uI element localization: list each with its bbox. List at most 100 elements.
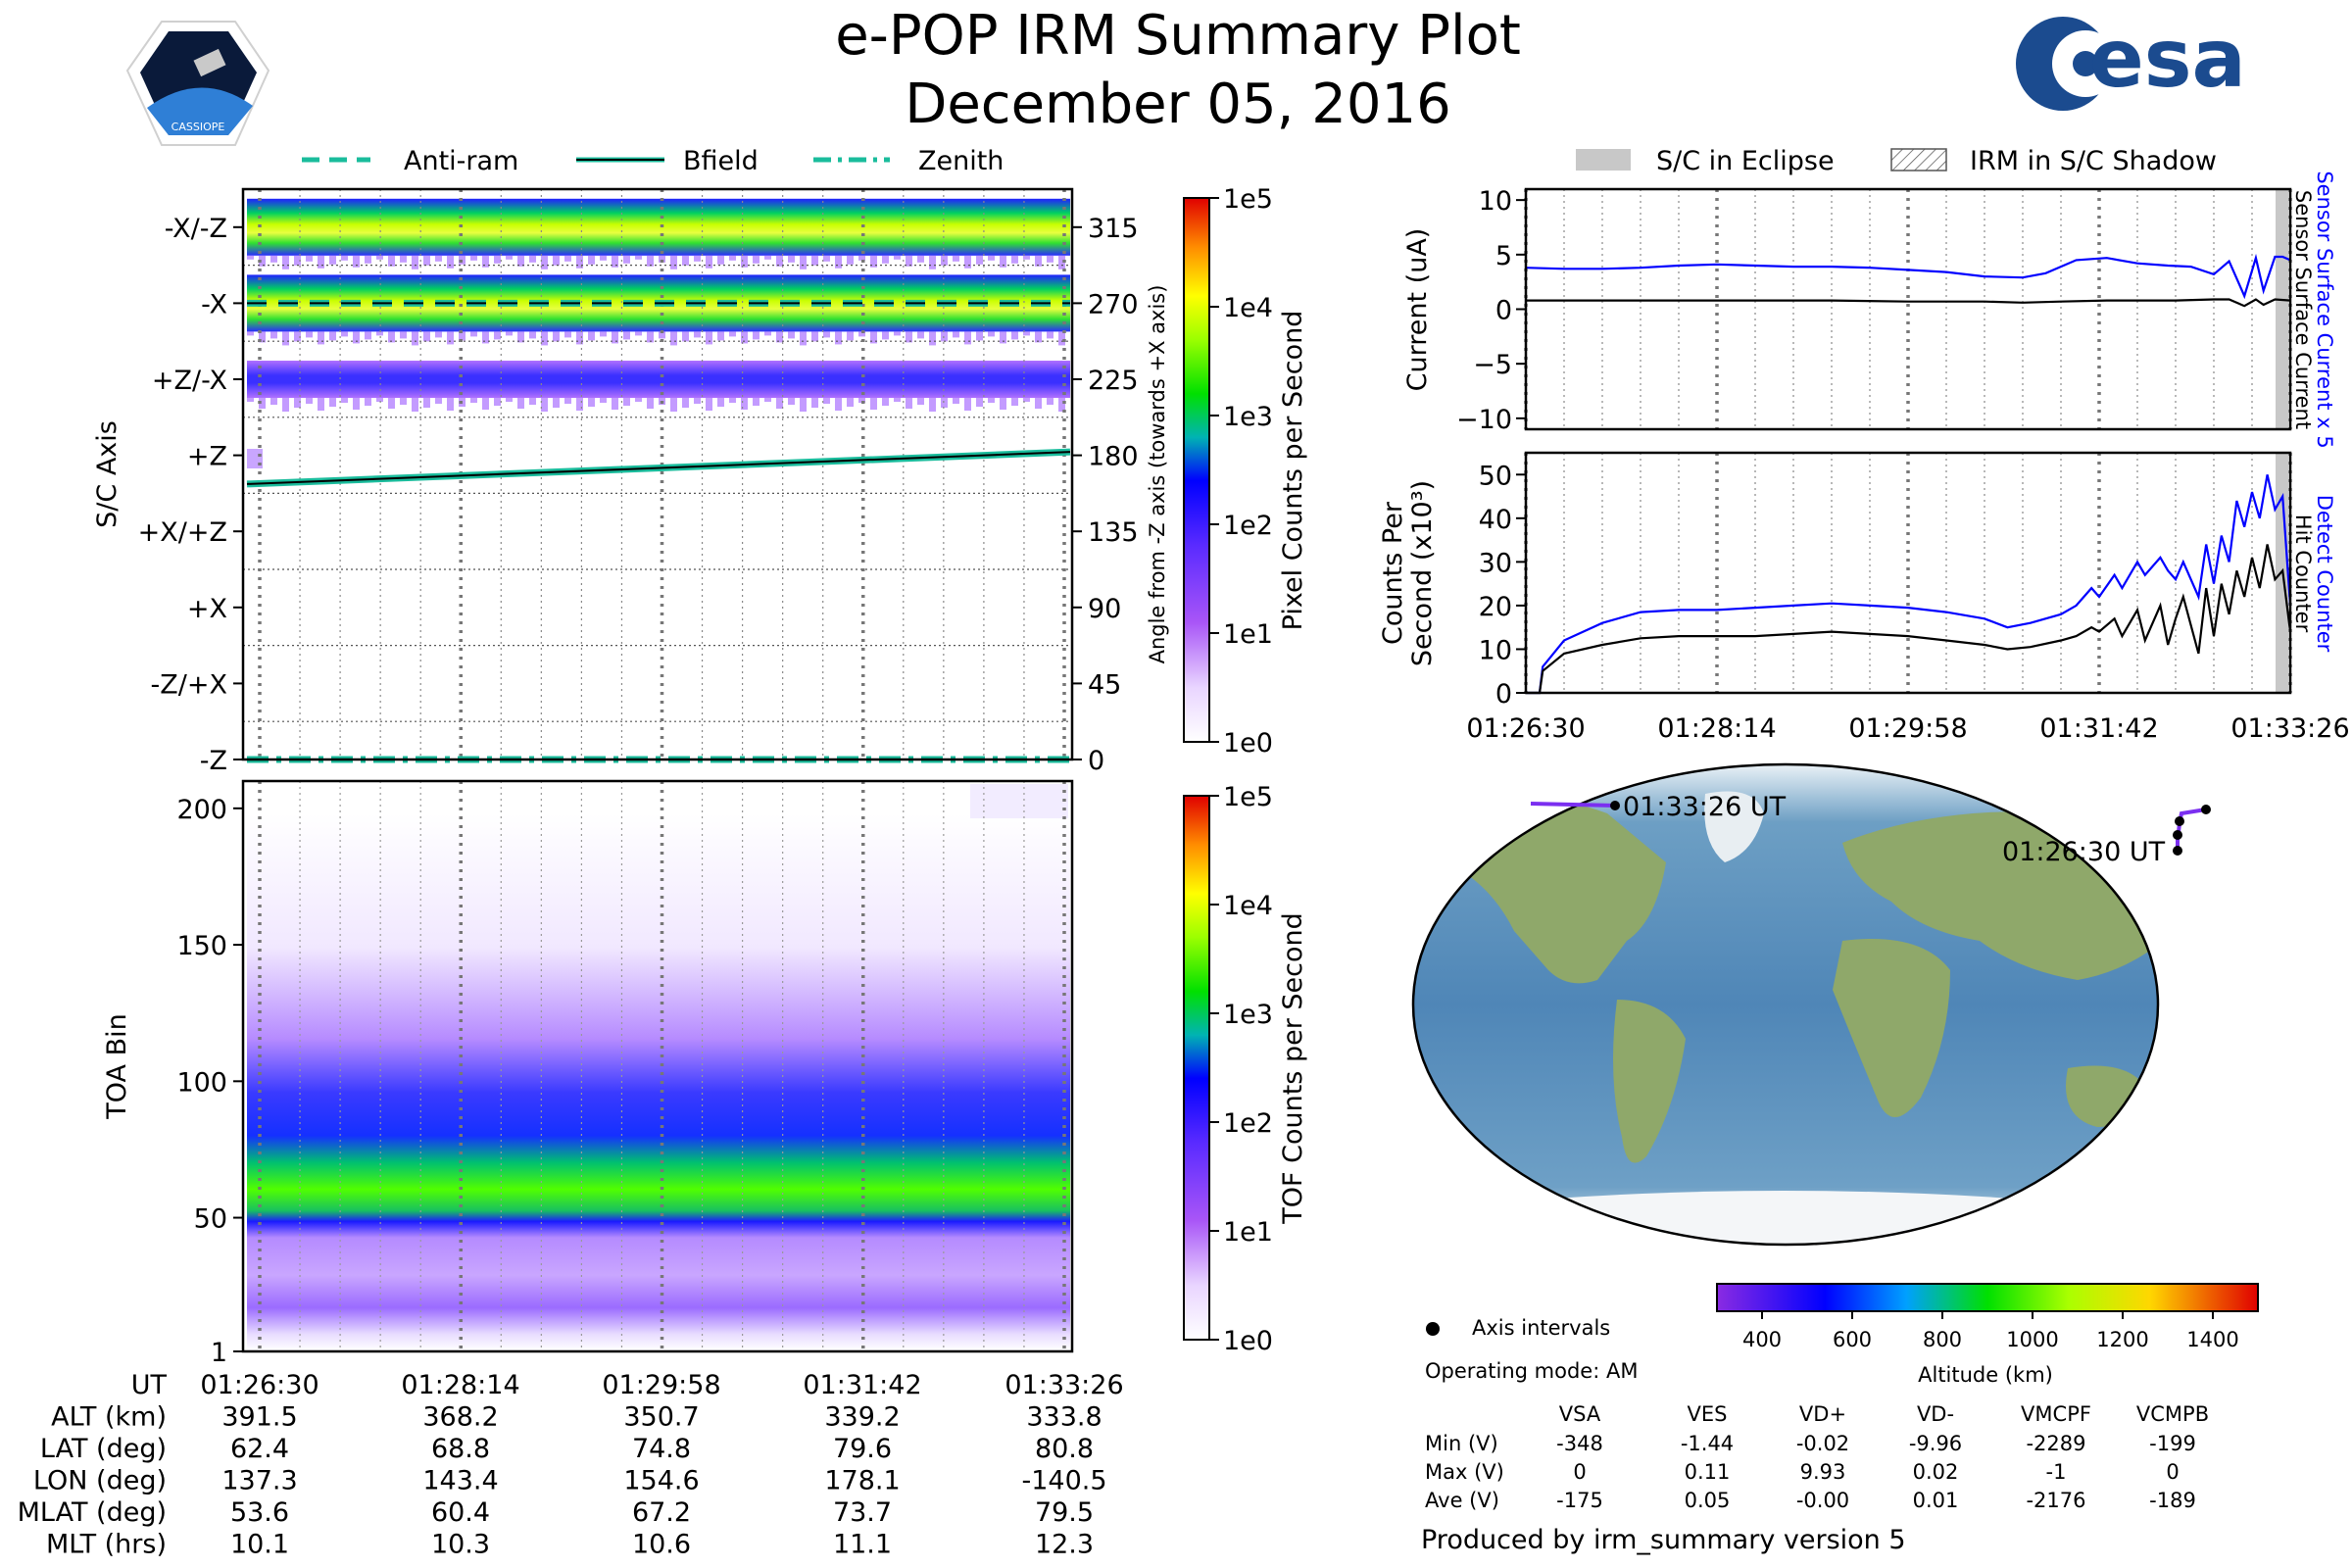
current-right-label-black: Sensor Surface Current xyxy=(2291,190,2315,429)
track-point xyxy=(2201,805,2211,814)
heat-speckle xyxy=(988,398,995,403)
heat-speckle xyxy=(365,331,371,340)
heat-speckle xyxy=(847,398,854,407)
heat-speckle xyxy=(612,255,618,268)
heat-speckle xyxy=(635,398,642,402)
voltage-column-header: VD+ xyxy=(1799,1402,1846,1426)
heat-speckle xyxy=(529,255,536,263)
heat-speckle xyxy=(976,398,983,407)
heat-speckle xyxy=(964,331,971,345)
heat-speckle xyxy=(541,331,548,346)
heat-speckle xyxy=(976,331,983,341)
heat-speckle xyxy=(447,255,454,269)
heat-speckle xyxy=(623,398,630,406)
heat-speckle xyxy=(341,331,348,337)
ephemeris-cell: 391.5 xyxy=(221,1402,297,1433)
heat-speckle xyxy=(423,331,430,342)
heat-speckle xyxy=(906,255,912,267)
heat-speckle xyxy=(800,255,807,270)
heat-speckle xyxy=(706,255,712,269)
heat-speckle xyxy=(282,255,289,270)
heat-speckle xyxy=(282,331,289,346)
heat-speckle xyxy=(953,331,959,338)
heat-speckle xyxy=(647,255,654,267)
heat-speckle xyxy=(917,398,924,405)
ephemeris-row-label: LAT (deg) xyxy=(40,1434,167,1464)
heat-speckle xyxy=(823,255,830,262)
colorbar-tick-label: 1e2 xyxy=(1223,511,1273,541)
y-tick-label: +Z xyxy=(187,442,227,472)
heat-speckle xyxy=(318,398,324,411)
voltage-column-header: VMCPF xyxy=(2021,1402,2091,1426)
colorbar-tick-label: 1200 xyxy=(2096,1328,2148,1351)
voltage-cell: -1.44 xyxy=(1681,1432,1734,1455)
heat-speckle xyxy=(600,255,607,261)
heat-speckle xyxy=(270,331,277,339)
heat-speckle xyxy=(929,255,936,270)
counts-ylabel-line2: Second (x10³) xyxy=(1407,480,1438,666)
heat-speckle xyxy=(459,331,466,341)
ephemeris-cell: 80.8 xyxy=(1035,1434,1094,1464)
x-tick-label: 01:28:14 xyxy=(1657,713,1776,744)
heat-speckle xyxy=(870,255,877,268)
y-tick-label: -X xyxy=(201,289,227,319)
heat-speckle xyxy=(247,331,254,336)
heat-speckle xyxy=(717,255,724,265)
ephemeris-cell: 10.1 xyxy=(230,1530,289,1560)
pixel-colorbar: 1e0 1e1 1e2 1e3 1e4 1e5 Pixel Counts per Seco… xyxy=(1183,184,1308,759)
heat-speckle xyxy=(506,331,513,336)
heat-speckle xyxy=(682,255,689,266)
ephemeris-cell: 10.6 xyxy=(632,1530,691,1560)
heat-speckle xyxy=(647,398,654,409)
heat-speckle xyxy=(906,331,912,343)
heat-speckle xyxy=(576,331,583,345)
heat-speckle xyxy=(964,398,971,411)
track-point-start xyxy=(2173,846,2182,856)
heat-speckle xyxy=(329,398,336,407)
heat-speckle xyxy=(259,255,266,267)
y-tick-label-right: 270 xyxy=(1088,289,1139,319)
heat-speckle xyxy=(917,331,924,339)
heat-speckle xyxy=(423,255,430,266)
heat-speckle xyxy=(694,255,701,262)
esa-logo-text: esa xyxy=(2089,13,2246,106)
sc-axis-ylabel-right: Angle from -Z axis (towards +X axis) xyxy=(1146,285,1169,664)
heat-speckle xyxy=(517,398,524,409)
heat-speckle xyxy=(329,331,336,341)
ephemeris-cell: 10.3 xyxy=(431,1530,490,1560)
heat-speckle xyxy=(659,331,665,339)
ephemeris-cell: 79.6 xyxy=(833,1434,892,1464)
heat-speckle xyxy=(259,331,266,343)
heat-speckle xyxy=(1011,331,1018,340)
voltage-column-header: VCMPB xyxy=(2136,1402,2209,1426)
heat-speckle xyxy=(553,331,560,342)
y-tick-label-right: 315 xyxy=(1088,214,1139,244)
y-tick-label: 0 xyxy=(1495,679,1512,710)
counts-ylabel-line1: Counts Per xyxy=(1378,501,1408,645)
heat-speckle xyxy=(635,255,642,260)
ephemeris-cell: 01:33:26 xyxy=(1004,1370,1123,1400)
voltage-cell: -9.96 xyxy=(1909,1432,1962,1455)
voltage-cell: -0.02 xyxy=(1796,1432,1849,1455)
heat-speckle xyxy=(858,331,865,337)
ephemeris-row-label: MLAT (deg) xyxy=(18,1497,167,1528)
current-eclipse-region xyxy=(2276,189,2288,429)
voltage-cell: -2176 xyxy=(2026,1489,2085,1512)
heat-speckle xyxy=(988,255,995,261)
heat-speckle xyxy=(964,255,971,269)
voltage-row-label: Min (V) xyxy=(1425,1432,1498,1455)
heat-speckle xyxy=(941,398,948,408)
ephemeris-cell: 01:31:42 xyxy=(803,1370,921,1400)
heat-speckle xyxy=(941,255,948,266)
heat-speckle xyxy=(788,331,795,339)
legend-zenith-label: Zenith xyxy=(918,146,1004,176)
ephemeris-cell: 01:26:30 xyxy=(200,1370,318,1400)
heat-speckle xyxy=(412,255,418,270)
y-tick-label: 10 xyxy=(1479,186,1512,217)
y-tick-label: 40 xyxy=(1479,505,1512,535)
heat-speckle xyxy=(353,255,360,268)
heat-speckle xyxy=(764,398,771,402)
voltage-cell: 0.02 xyxy=(1913,1460,1959,1484)
x-tick-label: 01:31:42 xyxy=(2039,713,2158,744)
heat-speckle xyxy=(1035,255,1042,267)
